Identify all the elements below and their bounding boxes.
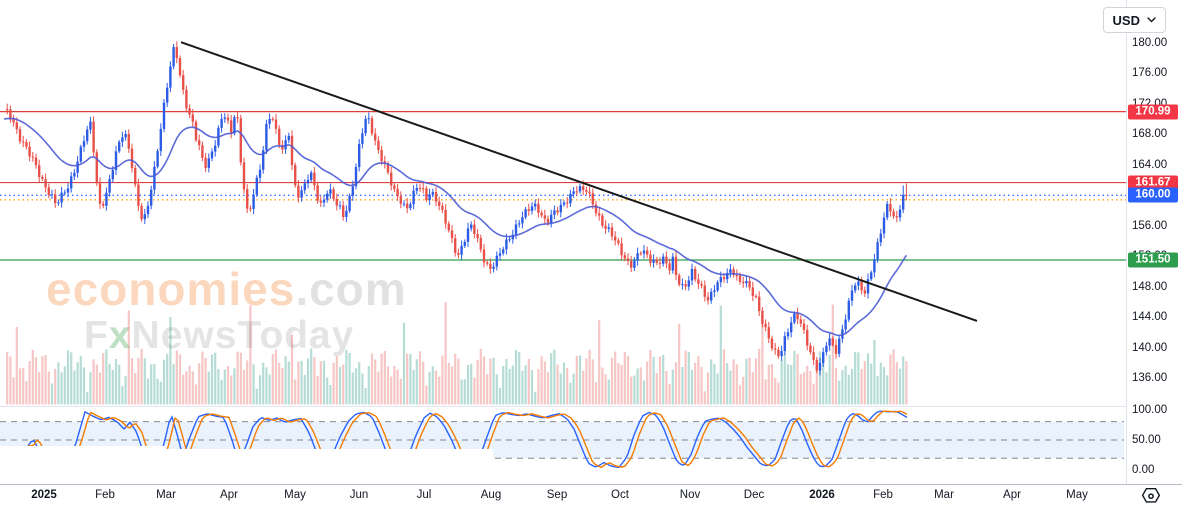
time-tick-label: Apr <box>220 489 238 501</box>
time-tick-label: Dec <box>743 489 765 501</box>
time-tick-label: 2025 <box>31 489 57 501</box>
time-tick-label: Aug <box>480 489 502 501</box>
time-tick-label: Mar <box>934 489 954 501</box>
time-tick-label: May <box>284 489 306 501</box>
price-badge: 170.99 <box>1128 104 1178 120</box>
time-tick-label: Mar <box>156 489 176 501</box>
time-tick-label: Apr <box>1003 489 1021 501</box>
price-tick-label: 176.00 <box>1132 67 1168 80</box>
time-tick-label: Jun <box>349 489 369 501</box>
time-tick-label: Jul <box>416 489 432 501</box>
price-tick-label: 180.00 <box>1132 37 1168 49</box>
candlesticks <box>6 41 908 376</box>
price-badge: 160.00 <box>1128 187 1178 203</box>
time-tick-label: May <box>1066 489 1088 501</box>
price-badge: 161.67 <box>1128 175 1178 191</box>
price-badge: 151.50 <box>1128 252 1178 268</box>
time-tick-label: Sep <box>546 489 568 501</box>
moving-average-line <box>3 117 908 337</box>
trendline[interactable] <box>180 41 978 322</box>
price-tick-label: 140.00 <box>1132 341 1168 354</box>
oscillator-tick-label: 50.00 <box>1132 433 1161 446</box>
time-tick-label: Nov <box>679 489 701 501</box>
time-tick-label: Feb <box>95 489 115 501</box>
price-tick-label: 144.00 <box>1132 311 1168 324</box>
currency-selector[interactable]: USD <box>1102 7 1166 33</box>
price-tick-label: 168.00 <box>1132 128 1168 141</box>
price-levels <box>0 110 1126 261</box>
oscillator-tick-label: 100.00 <box>1132 403 1168 416</box>
oscillator-tick-label: 0.00 <box>1132 464 1155 477</box>
price-tick-label: 136.00 <box>1132 371 1168 384</box>
pane-dividers <box>0 0 1182 485</box>
price-tick-label: 156.00 <box>1132 219 1168 232</box>
price-tick-label: 148.00 <box>1132 280 1168 293</box>
time-tick-label: 2026 <box>809 489 835 501</box>
stochastic-pane <box>0 410 1124 484</box>
settings-icon[interactable] <box>1141 488 1161 505</box>
time-tick-label: Oct <box>611 489 629 501</box>
time-tick-label: Feb <box>873 489 893 501</box>
currency-label: USD <box>1112 12 1140 28</box>
price-tick-label: 164.00 <box>1132 158 1168 171</box>
volume-histogram <box>6 302 908 405</box>
chevron-down-icon <box>1147 17 1156 23</box>
